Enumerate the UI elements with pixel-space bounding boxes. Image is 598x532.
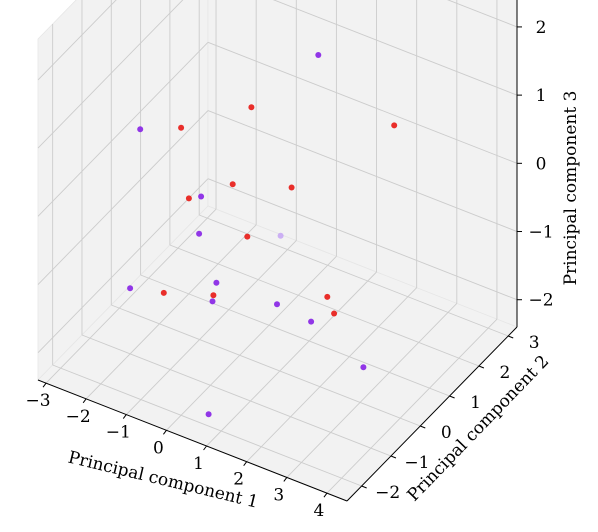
y-tick-label: 3 <box>529 333 540 353</box>
z-gridline <box>37 0 117 81</box>
z-tick-label: 2 <box>536 18 547 38</box>
y-tick-mark <box>478 365 485 369</box>
x-tick-mark <box>82 398 87 404</box>
x-tick-mark <box>203 445 207 451</box>
x-tick-mark <box>42 382 47 388</box>
z-tick-label: −2 <box>528 291 553 311</box>
axis-lines <box>37 0 518 502</box>
scatter-point-purple <box>213 279 220 286</box>
grid-lines <box>37 0 518 494</box>
scatter-point-purple <box>137 126 144 133</box>
tick-marks <box>42 26 522 498</box>
scatter-point-red <box>185 195 192 202</box>
z-gridline <box>37 110 209 285</box>
x-gridline <box>246 287 417 463</box>
x-axis-line <box>37 379 348 502</box>
x-gridline <box>206 271 377 447</box>
x-tick-label: 3 <box>273 485 284 505</box>
y-gridline <box>81 334 392 457</box>
z-tick-label: 1 <box>536 86 547 106</box>
axis-panes <box>37 0 518 502</box>
y-tick-mark <box>508 335 514 339</box>
scatter-point-purple <box>205 411 212 418</box>
scatter-point-red <box>331 310 338 317</box>
z-gridline <box>37 0 184 149</box>
x-tick-label: 1 <box>193 454 204 474</box>
z-tick-label: −1 <box>528 223 553 243</box>
x-tick-mark <box>323 492 328 498</box>
x-tick-mark <box>283 477 288 482</box>
scatter-point-red <box>391 122 398 129</box>
x-gridline <box>286 303 458 478</box>
y-tick-mark <box>361 485 367 489</box>
scatter-point-red <box>160 289 167 296</box>
y-tick-label: −1 <box>404 453 429 473</box>
y-gridline <box>111 304 421 427</box>
z-gridline <box>207 41 518 164</box>
y-gridline <box>199 214 509 337</box>
y-gridline <box>169 244 480 367</box>
data-points <box>127 52 398 418</box>
y-axis-line <box>346 326 518 502</box>
y-tick-label: 0 <box>441 423 452 443</box>
scatter-point-red <box>288 184 295 191</box>
x-tick-mark <box>243 461 248 467</box>
y-tick-label: 2 <box>499 363 510 383</box>
x-tick-label: 2 <box>233 470 244 490</box>
x-gridline <box>326 318 498 494</box>
scatter-point-purple <box>198 193 205 200</box>
x-gridline <box>125 240 297 415</box>
scatter-point-purple <box>315 52 322 58</box>
x-tick-label: −3 <box>25 391 50 411</box>
z-gridline <box>272 0 518 96</box>
scatter-point-red <box>248 104 255 111</box>
scatter-point-red <box>229 181 236 188</box>
x-gridline <box>85 224 257 400</box>
z-gridline <box>207 178 518 301</box>
z-gridline <box>447 0 518 28</box>
z-axis-label: Principal component 3 <box>561 91 581 286</box>
x-tick-label: 4 <box>314 501 325 521</box>
y-gridline <box>52 364 362 487</box>
scatter-point-purple <box>196 230 203 237</box>
scatter-point-red <box>210 292 217 299</box>
y-tick-label: −2 <box>375 483 400 503</box>
scatter-point-purple <box>274 301 280 308</box>
scatter-point-purple <box>360 364 367 371</box>
scatter-point-lavender <box>277 232 284 239</box>
scatter-point-red <box>178 124 185 131</box>
x-tick-label: −2 <box>66 407 91 427</box>
z-gridline <box>37 178 209 354</box>
z-tick-label: 0 <box>536 154 547 174</box>
z-gridline <box>207 110 518 232</box>
scatter-point-purple <box>209 298 216 305</box>
x-tick-label: −1 <box>106 423 131 443</box>
x-tick-mark <box>122 414 127 419</box>
x-tick-mark <box>163 429 167 435</box>
z-gridline <box>37 42 209 217</box>
y-tick-mark <box>420 425 426 429</box>
scatter-point-red <box>324 293 331 300</box>
x-gridline <box>166 255 337 431</box>
y-tick-mark <box>449 395 455 399</box>
scatter-point-purple <box>127 285 134 292</box>
y-tick-mark <box>390 455 397 459</box>
scatter-point-purple <box>308 318 315 325</box>
scatter-point-red <box>244 233 251 240</box>
y-tick-label: 1 <box>470 393 481 413</box>
y-gridline <box>140 274 450 397</box>
x-tick-label: 0 <box>153 438 164 458</box>
x-gridline <box>45 208 217 384</box>
